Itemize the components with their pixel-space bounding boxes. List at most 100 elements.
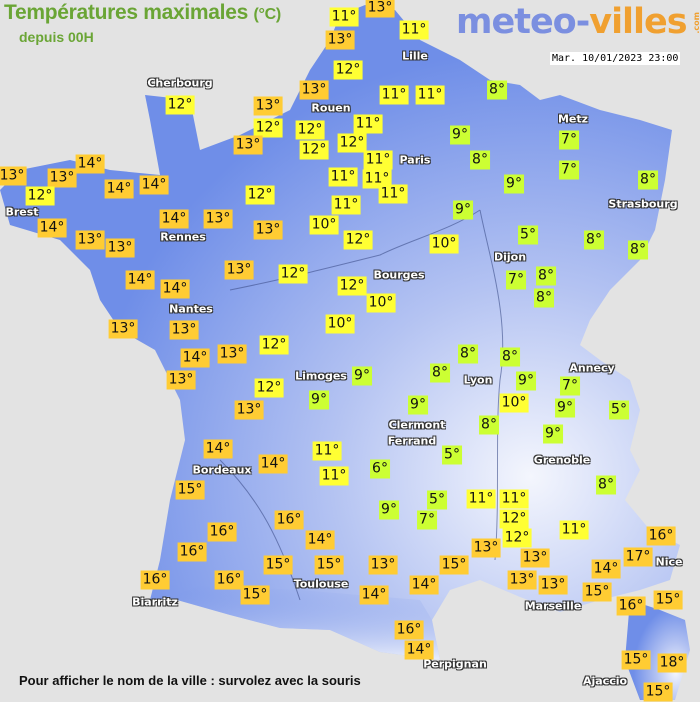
temperature-label[interactable]: 13° [233, 135, 263, 155]
temperature-label[interactable]: 15° [314, 555, 344, 575]
temperature-label[interactable]: 13° [105, 238, 135, 258]
temperature-label[interactable]: 12° [253, 118, 283, 138]
temperature-label[interactable]: 18° [657, 653, 687, 673]
temperature-label[interactable]: 14° [409, 575, 439, 595]
temperature-label[interactable]: 8° [638, 170, 658, 190]
temperature-label[interactable]: 7° [417, 510, 437, 530]
temperature-label[interactable]: 13° [299, 80, 329, 100]
temperature-label[interactable]: 12° [295, 120, 325, 140]
temperature-label[interactable]: 7° [506, 270, 526, 290]
temperature-label[interactable]: 14° [37, 218, 67, 238]
temperature-label[interactable]: 5° [427, 490, 447, 510]
temperature-label[interactable]: 9° [504, 174, 524, 194]
temperature-label[interactable]: 16° [274, 510, 304, 530]
temperature-label[interactable]: 13° [538, 575, 568, 595]
temperature-label[interactable]: 13° [166, 370, 196, 390]
temperature-label[interactable]: 16° [207, 522, 237, 542]
temperature-label[interactable]: 13° [108, 319, 138, 339]
temperature-label[interactable]: 11° [363, 150, 393, 170]
temperature-label[interactable]: 8° [458, 344, 478, 364]
temperature-label[interactable]: 17° [623, 547, 653, 567]
temperature-label[interactable]: 12° [299, 140, 329, 160]
temperature-label[interactable]: 14° [203, 439, 233, 459]
temperature-label[interactable]: 15° [175, 480, 205, 500]
temperature-label[interactable]: 11° [331, 195, 361, 215]
temperature-label[interactable]: 14° [160, 279, 190, 299]
temperature-label[interactable]: 16° [214, 570, 244, 590]
temperature-label[interactable]: 16° [140, 570, 170, 590]
temperature-label[interactable]: 11° [399, 20, 429, 40]
temperature-label[interactable]: 11° [353, 114, 383, 134]
temperature-label[interactable]: 16° [394, 620, 424, 640]
temperature-label[interactable]: 9° [352, 366, 372, 386]
temperature-label[interactable]: 12° [25, 186, 55, 206]
temperature-label[interactable]: 9° [516, 371, 536, 391]
temperature-label[interactable]: 13° [365, 0, 395, 18]
temperature-label[interactable]: 10° [366, 293, 396, 313]
temperature-label[interactable]: 11° [362, 169, 392, 189]
temperature-label[interactable]: 15° [439, 555, 469, 575]
temperature-label[interactable]: 13° [507, 570, 537, 590]
temperature-label[interactable]: 10° [309, 215, 339, 235]
temperature-label[interactable]: 15° [643, 682, 673, 702]
temperature-label[interactable]: 13° [75, 230, 105, 250]
temperature-label[interactable]: 13° [234, 400, 264, 420]
temperature-label[interactable]: 14° [258, 454, 288, 474]
temperature-label[interactable]: 12° [333, 60, 363, 80]
temperature-label[interactable]: 7° [559, 160, 579, 180]
temperature-label[interactable]: 10° [325, 314, 355, 334]
temperature-label[interactable]: 11° [378, 184, 408, 204]
temperature-label[interactable]: 11° [329, 7, 359, 27]
temperature-label[interactable]: 8° [430, 363, 450, 383]
temperature-label[interactable]: 11° [559, 520, 589, 540]
temperature-label[interactable]: 12° [165, 95, 195, 115]
temperature-label[interactable]: 14° [591, 559, 621, 579]
temperature-label[interactable]: 13° [253, 220, 283, 240]
temperature-label[interactable]: 15° [621, 650, 651, 670]
temperature-label[interactable]: 14° [305, 530, 335, 550]
temperature-label[interactable]: 9° [379, 500, 399, 520]
temperature-label[interactable]: 12° [254, 378, 284, 398]
temperature-label[interactable]: 10° [499, 393, 529, 413]
temperature-label[interactable]: 6° [370, 459, 390, 479]
temperature-label[interactable]: 8° [500, 347, 520, 367]
temperature-label[interactable]: 14° [180, 348, 210, 368]
temperature-label[interactable]: 12° [337, 276, 367, 296]
temperature-label[interactable]: 14° [404, 640, 434, 660]
temperature-label[interactable]: 14° [139, 175, 169, 195]
temperature-label[interactable]: 11° [319, 466, 349, 486]
temperature-label[interactable]: 11° [415, 85, 445, 105]
temperature-label[interactable]: 8° [628, 240, 648, 260]
temperature-label[interactable]: 13° [368, 555, 398, 575]
temperature-label[interactable]: 7° [559, 130, 579, 150]
temperature-label[interactable]: 8° [470, 150, 490, 170]
temperature-label[interactable]: 11° [328, 167, 358, 187]
temperature-label[interactable]: 12° [343, 230, 373, 250]
temperature-label[interactable]: 9° [408, 395, 428, 415]
temperature-label[interactable]: 5° [442, 445, 462, 465]
temperature-label[interactable]: 9° [453, 200, 473, 220]
temperature-label[interactable]: 15° [653, 590, 683, 610]
temperature-label[interactable]: 13° [203, 209, 233, 229]
temperature-label[interactable]: 8° [534, 288, 554, 308]
temperature-label[interactable]: 10° [429, 234, 459, 254]
temperature-label[interactable]: 14° [359, 585, 389, 605]
temperature-label[interactable]: 5° [518, 225, 538, 245]
temperature-label[interactable]: 12° [278, 264, 308, 284]
temperature-label[interactable]: 13° [47, 168, 77, 188]
temperature-label[interactable]: 13° [0, 166, 27, 186]
temperature-label[interactable]: 11° [499, 489, 529, 509]
temperature-label[interactable]: 12° [502, 528, 532, 548]
meteo-villes-logo[interactable]: meteo-villes .com [456, 2, 700, 42]
temperature-label[interactable]: 16° [177, 542, 207, 562]
temperature-label[interactable]: 12° [259, 335, 289, 355]
temperature-label[interactable]: 15° [263, 555, 293, 575]
temperature-label[interactable]: 12° [245, 185, 275, 205]
temperature-label[interactable]: 14° [125, 270, 155, 290]
temperature-label[interactable]: 8° [536, 266, 556, 286]
temperature-label[interactable]: 11° [466, 489, 496, 509]
temperature-label[interactable]: 13° [520, 548, 550, 568]
temperature-label[interactable]: 13° [253, 96, 283, 116]
temperature-label[interactable]: 9° [555, 398, 575, 418]
temperature-label[interactable]: 15° [582, 582, 612, 602]
